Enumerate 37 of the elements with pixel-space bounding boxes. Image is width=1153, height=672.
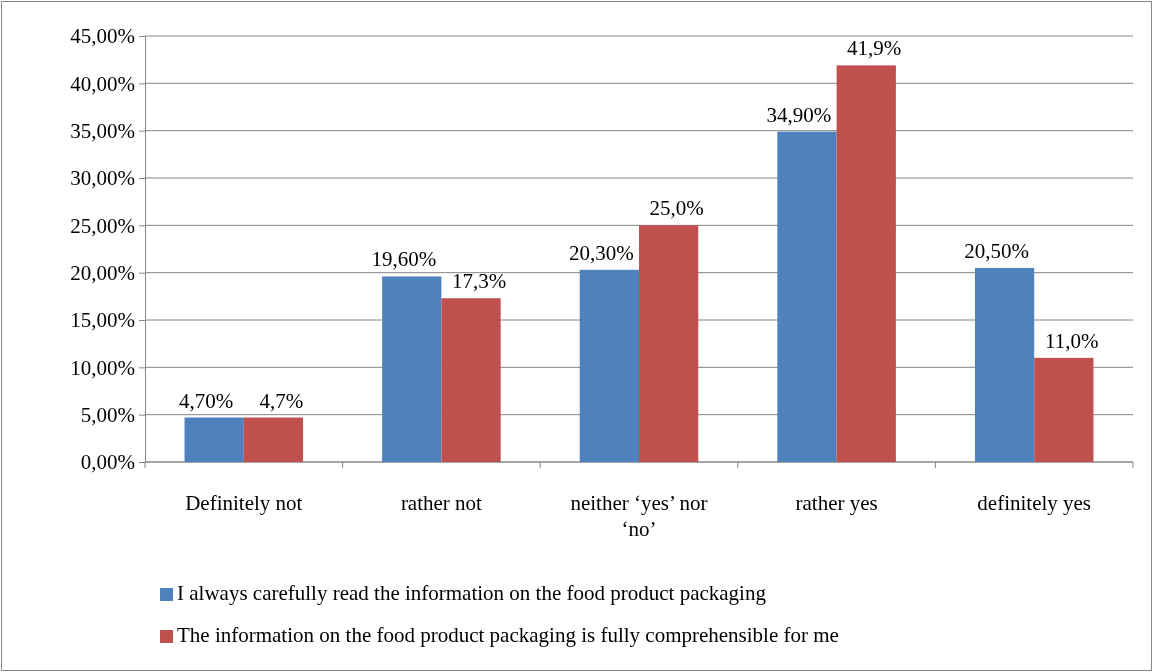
data-label: 17,3% bbox=[451, 269, 507, 294]
x-tick-label: Definitely not bbox=[185, 491, 303, 515]
y-tick-label: 10,00% bbox=[70, 355, 135, 380]
data-label: 41,9% bbox=[847, 36, 902, 61]
data-label: 11,0% bbox=[1045, 328, 1099, 353]
bar bbox=[1034, 357, 1094, 462]
bar bbox=[639, 225, 699, 462]
bar bbox=[974, 267, 1035, 462]
bar bbox=[441, 298, 501, 462]
y-tick-label: 0,00% bbox=[80, 450, 135, 475]
bar bbox=[382, 276, 442, 462]
data-label: 20,50% bbox=[964, 238, 1029, 263]
y-tick-label: 20,00% bbox=[70, 260, 135, 285]
y-tick-label: 5,00% bbox=[80, 402, 135, 427]
y-tick-label: 25,00% bbox=[70, 213, 135, 238]
data-label: 4,7% bbox=[259, 388, 304, 413]
x-tick-label: rather not bbox=[400, 491, 483, 515]
y-tick-label: 30,00% bbox=[70, 166, 135, 191]
y-tick-label: 35,00% bbox=[70, 118, 135, 143]
bar bbox=[184, 417, 244, 462]
x-tick-label: definitely yes bbox=[977, 491, 1092, 515]
legend-label: I always carefully read the information on the food product packaging bbox=[177, 581, 767, 605]
data-label: 20,30% bbox=[568, 240, 634, 265]
legend-label: The information on the food product packaging is fully comprehensible for me bbox=[177, 623, 839, 647]
y-tick-label: 45,00% bbox=[70, 24, 135, 49]
data-label: 19,60% bbox=[371, 247, 437, 272]
bar bbox=[836, 65, 896, 462]
bar bbox=[243, 417, 304, 462]
data-label: 4,70% bbox=[179, 388, 234, 413]
x-tick-label: rather yes bbox=[795, 491, 878, 515]
y-tick-label: 15,00% bbox=[70, 308, 135, 333]
y-tick-label: 40,00% bbox=[70, 71, 135, 96]
bar bbox=[777, 131, 837, 462]
x-tick-label: neither ‘yes’ nor ‘no’ bbox=[570, 491, 708, 542]
data-label: 34,90% bbox=[766, 102, 832, 127]
data-label: 25,0% bbox=[649, 196, 704, 221]
bar bbox=[579, 269, 639, 462]
